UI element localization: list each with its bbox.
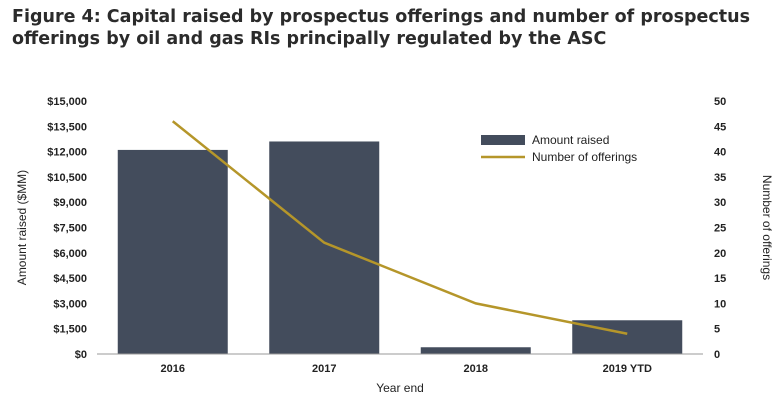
- y2-tick-label: 50: [714, 96, 726, 108]
- x-tick-label: 2019 YTD: [603, 363, 652, 375]
- y-tick-label: $7,500: [53, 223, 87, 235]
- legend: Amount raised Number of offerings: [481, 133, 637, 164]
- bar-2017: [269, 141, 380, 354]
- y-tick-label: $4,500: [53, 273, 87, 285]
- y2-tick-label: 10: [714, 298, 726, 310]
- y-tick-label: $0: [75, 349, 87, 361]
- x-tick-label: 2018: [464, 363, 488, 375]
- y2-tick-label: 20: [714, 248, 726, 260]
- y2-tick-label: 25: [714, 223, 726, 235]
- x-axis-label: Year end: [376, 381, 424, 395]
- legend-label-amount-raised: Amount raised: [532, 133, 609, 147]
- legend-label-number-of-offerings: Number of offerings: [532, 150, 637, 164]
- y-tick-label: $15,000: [47, 96, 87, 108]
- y-tick-label: $10,500: [47, 172, 87, 184]
- y-tick-label: $13,500: [47, 121, 87, 133]
- y-tick-label: $9,000: [53, 197, 87, 209]
- y-tick-label: $12,000: [47, 147, 87, 159]
- line-group: [171, 120, 628, 335]
- x-tick-label: 2016: [161, 363, 185, 375]
- legend-swatch-amount-raised: [481, 135, 525, 145]
- axes: $0 $1,500 $3,000 $4,500 $6,000 $7,500 $9,000 $1…: [15, 96, 774, 395]
- y-tick-label: $1,500: [53, 324, 87, 336]
- y2-tick-label: 35: [714, 172, 726, 184]
- x-tick-label: 2017: [312, 363, 336, 375]
- chart-title: Figure 4: Capital raised by prospectus o…: [12, 7, 750, 49]
- y2-tick-label: 30: [714, 197, 726, 209]
- y2-tick-label: 5: [714, 324, 720, 336]
- offerings-line: [171, 120, 628, 335]
- y-tick-label: $6,000: [53, 248, 87, 260]
- y2-tick-label: 40: [714, 147, 726, 159]
- y-tick-label: $3,000: [53, 298, 87, 310]
- y-axis-label: Amount raised ($MM): [15, 170, 29, 285]
- y2-tick-label: 45: [714, 121, 726, 133]
- bar-2018: [420, 347, 531, 354]
- y2-tick-label: 15: [714, 273, 726, 285]
- y2-tick-label: 0: [714, 349, 720, 361]
- bar-2016: [117, 149, 228, 354]
- bar-group: [117, 141, 683, 354]
- y2-axis-label: Number of offerings: [760, 175, 774, 280]
